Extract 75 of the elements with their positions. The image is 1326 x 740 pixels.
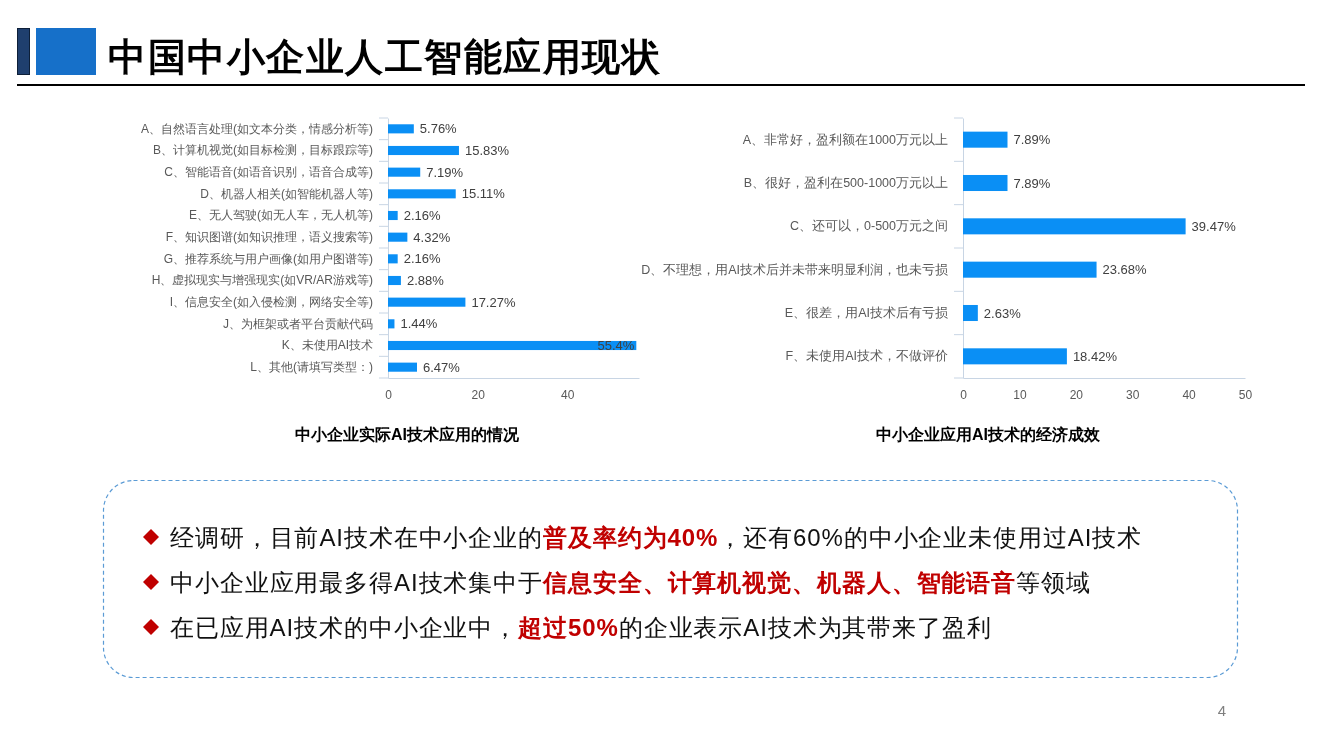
bar	[388, 210, 398, 221]
text: 4	[1217, 702, 1227, 719]
data-label: 55.4%	[597, 338, 635, 354]
y-tick-label: D、机器人相关(如智能机器人等)	[200, 186, 373, 201]
bar	[388, 232, 408, 242]
x-tick-label: 30	[1126, 387, 1140, 402]
bar	[963, 261, 1097, 278]
x-tick-label: 0	[385, 387, 393, 402]
bar	[388, 124, 414, 134]
x-tick-label: 0	[960, 387, 968, 402]
y-tick-label: A、非常好，盈利额在1000万元以上	[742, 132, 948, 147]
x-tick-label: 10	[1013, 387, 1027, 402]
y-tick-label: F、知识图谱(如知识推理，语义搜索等)	[165, 230, 373, 245]
data-label: 2.63%	[983, 305, 1022, 321]
data-label: 2.16%	[403, 251, 441, 267]
text: 中国中小企业人工智能应用现状	[108, 36, 661, 78]
bar	[388, 254, 398, 264]
bar	[388, 145, 459, 156]
data-label: 15.11%	[461, 186, 506, 202]
y-tick-label: E、无人驾驶(如无人车，无人机等)	[189, 208, 373, 223]
x-tick-label: 20	[471, 387, 486, 402]
x-tick-label: 40	[1182, 387, 1197, 402]
text: 经调研，目前AI技术在中小企业的	[170, 523, 544, 551]
bar	[963, 304, 978, 322]
data-label: 7.89%	[1013, 132, 1051, 148]
bar	[388, 362, 417, 372]
x-tick-label: 20	[1069, 387, 1084, 402]
x-tick-label: 50	[1238, 387, 1253, 402]
y-tick-label: F、未使用AI技术，不做评价	[785, 349, 948, 364]
text: 中小企业实际AI技术应用的情况	[295, 425, 520, 443]
data-label: 17.27%	[471, 294, 516, 310]
data-label: 23.68%	[1102, 262, 1148, 278]
data-label: 5.76%	[419, 121, 458, 137]
bar	[963, 218, 1186, 235]
y-tick-label: B、很好，盈利在500-1000万元以上	[743, 176, 948, 190]
text: 超过50%	[517, 613, 619, 641]
text: 普及率约为40%	[542, 523, 719, 551]
bar	[388, 167, 421, 177]
data-label: 2.16%	[403, 208, 441, 224]
y-tick-label: K、未使用AI技术	[281, 338, 373, 353]
data-label: 15.83%	[464, 143, 510, 159]
text: 在已应用AI技术的中小企业中，	[170, 613, 519, 641]
y-tick-label: J、为框架或者平台贡献代码	[223, 316, 373, 331]
y-tick-label: I、信息安全(如入侵检测，网络安全等)	[169, 295, 373, 310]
data-label: 2.88%	[406, 273, 445, 289]
text: 信息安全、计算机视觉、机器人、智能语音	[542, 568, 1017, 596]
y-tick-label: C、智能语音(如语音识别，语音合成等)	[164, 165, 373, 180]
bar	[388, 297, 466, 307]
text: 中小企业应用AI技术的经济成效	[876, 425, 1101, 443]
data-label: 39.47%	[1191, 218, 1237, 234]
bar	[963, 131, 1008, 148]
y-tick-label: L、其他(请填写类型：)	[250, 360, 373, 375]
y-tick-label: H、虚拟现实与增强现实(如VR/AR游戏等)	[151, 273, 373, 288]
text: 的企业表示AI技术为其带来了盈利	[618, 613, 992, 641]
text: 等领域	[1016, 568, 1091, 596]
text: ，还有60%的中小企业未使用过AI技术	[718, 523, 1143, 551]
data-label: 1.44%	[400, 316, 438, 332]
bar	[388, 340, 637, 351]
data-label: 7.89%	[1013, 175, 1051, 191]
x-tick-label: 40	[561, 387, 575, 402]
y-tick-label: C、还可以，0-500万元之间	[790, 219, 948, 234]
bar	[963, 348, 1067, 365]
bar	[388, 319, 395, 329]
data-label: 7.19%	[426, 164, 464, 180]
y-tick-label: D、不理想，用AI技术后并未带来明显利润，也未亏损	[641, 262, 948, 277]
y-tick-label: A、自然语言处理(如文本分类，情感分析等)	[141, 121, 373, 136]
bar	[388, 275, 401, 286]
data-label: 18.42%	[1072, 348, 1118, 364]
data-label: 6.47%	[423, 359, 461, 375]
y-tick-label: E、很差，用AI技术后有亏损	[784, 306, 948, 320]
y-tick-label: B、计算机视觉(如目标检测，目标跟踪等)	[153, 143, 373, 158]
data-label: 4.32%	[413, 229, 451, 245]
bar	[388, 189, 456, 199]
y-tick-label: G、推荐系统与用户画像(如用户图谱等)	[163, 251, 373, 266]
bar	[963, 174, 1008, 192]
